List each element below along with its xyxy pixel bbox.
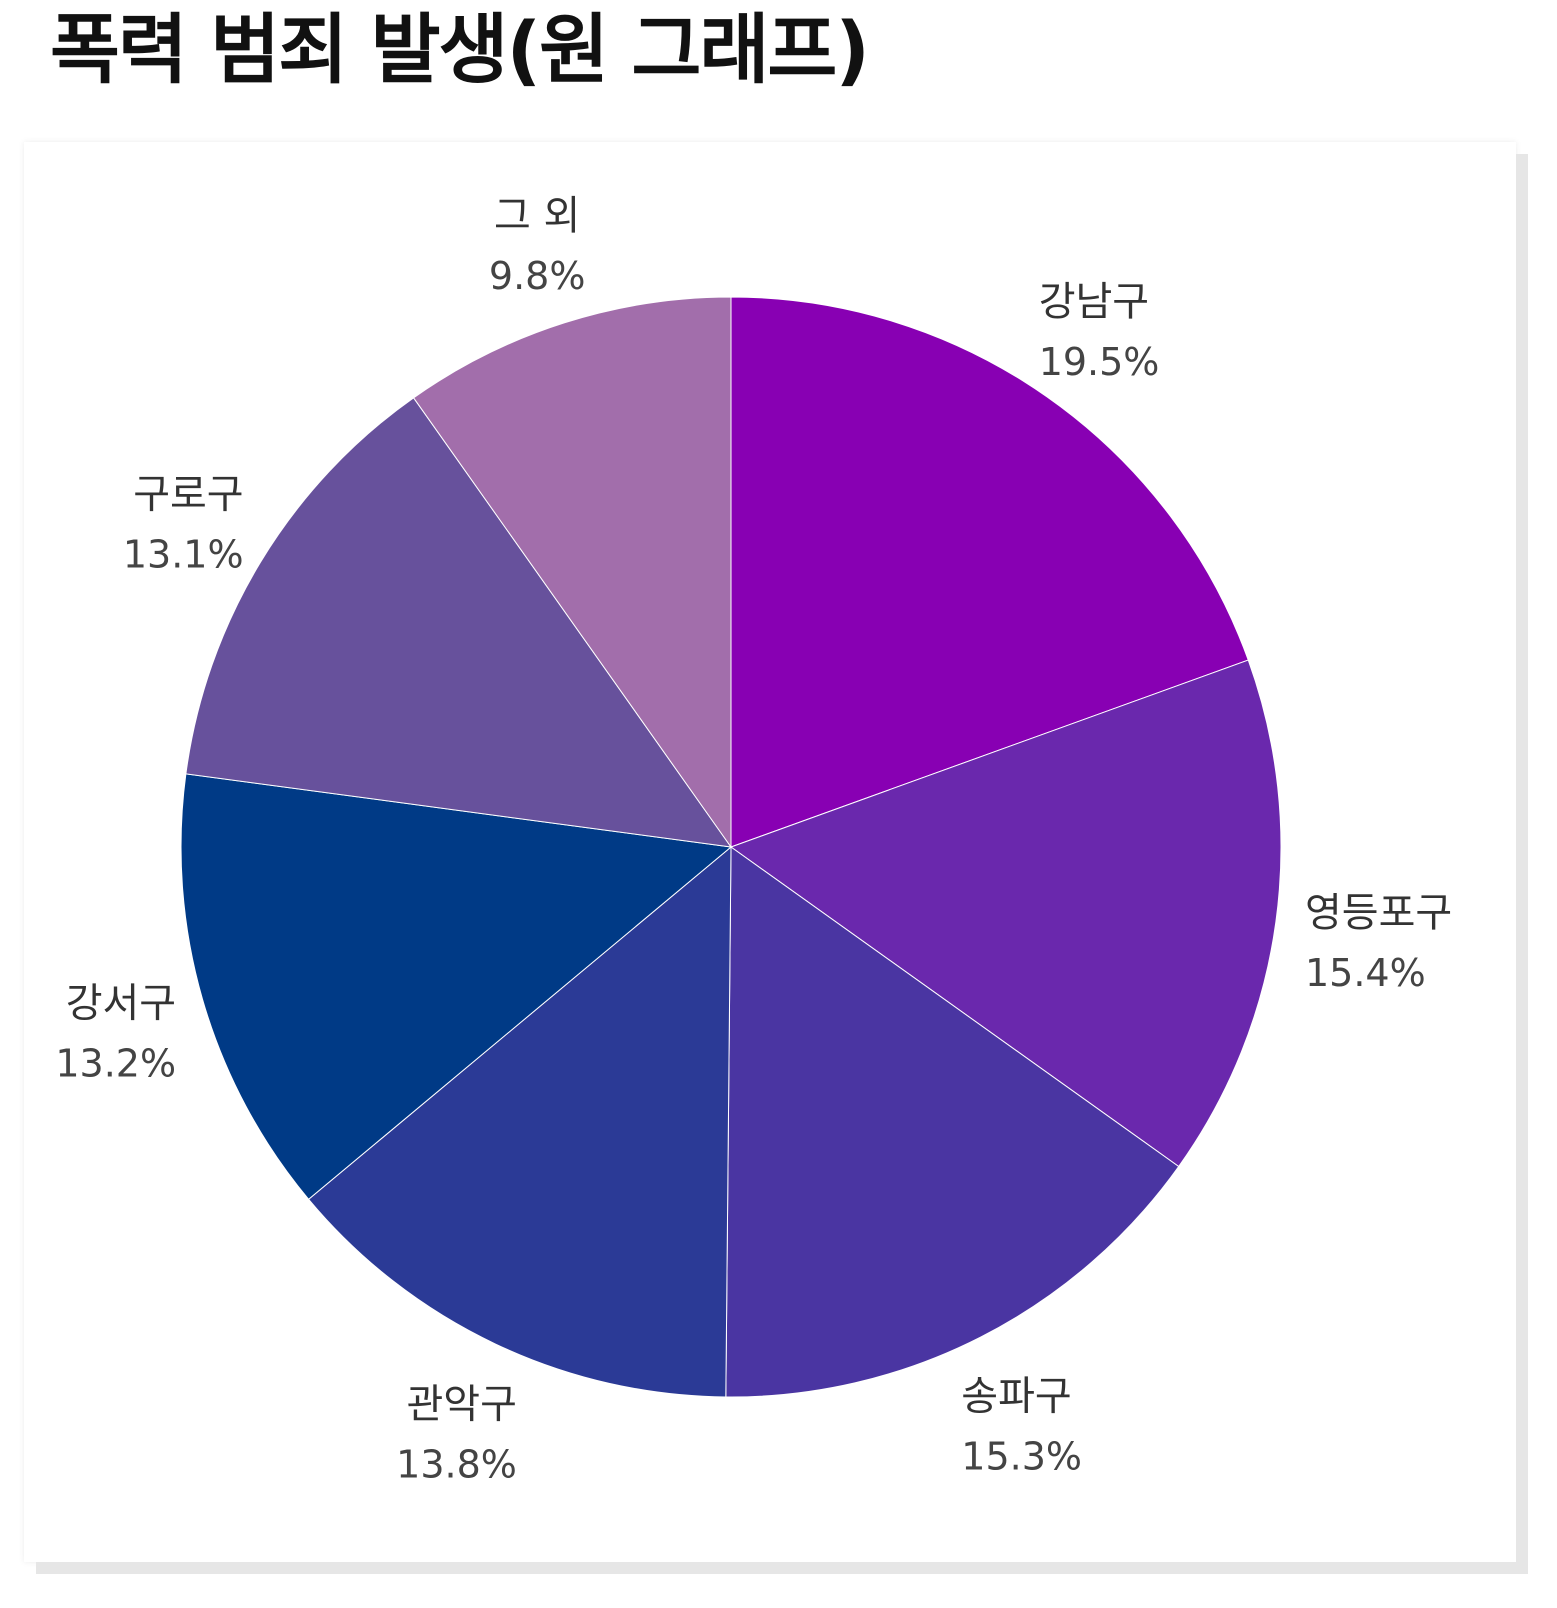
slice-label: 관악구 (406, 1381, 516, 1427)
page-title: 폭력 범죄 발생(원 그래프) (50, 5, 870, 94)
pie-slice (725, 846, 1180, 1398)
pie-slices (180, 296, 1282, 1398)
pie-slice (730, 296, 1249, 848)
slice-label: 송파구 (961, 1373, 1071, 1419)
pie-labels: 강남구 19.5% 영등포구 15.4% 송파구 15.3% 관악구 13.8% 강서구 13.2… (55, 193, 1452, 1486)
pie-slice (729, 659, 1282, 1168)
pie-slice (307, 845, 732, 1398)
slice-label: 구로구 (133, 472, 243, 518)
slice-label: 영등포구 (1305, 890, 1452, 936)
pie-slice (180, 773, 733, 1200)
slice-percent-label: 15.4% (1305, 951, 1426, 995)
slice-label: 강서구 (66, 980, 176, 1026)
slice-percent-label: 13.1% (123, 533, 244, 577)
slice-percent-label: 15.3% (961, 1434, 1082, 1478)
slice-percent-label: 9.8% (489, 254, 586, 298)
slice-percent-label: 13.2% (55, 1041, 176, 1085)
pie-chart: 강남구 19.5% 영등포구 15.4% 송파구 15.3% 관악구 13.8% 강서구 13.2… (55, 193, 1452, 1486)
pie-slice (412, 296, 732, 849)
slice-percent-label: 13.8% (396, 1442, 517, 1486)
slice-label: 그 외 (494, 193, 580, 239)
chart-card: 강남구 19.5% 영등포구 15.4% 송파구 15.3% 관악구 13.8% 강서구 13.2… (24, 142, 1516, 1562)
slice-label: 강남구 (1039, 279, 1149, 325)
pie-slice (185, 397, 733, 848)
slice-percent-label: 19.5% (1039, 340, 1160, 384)
